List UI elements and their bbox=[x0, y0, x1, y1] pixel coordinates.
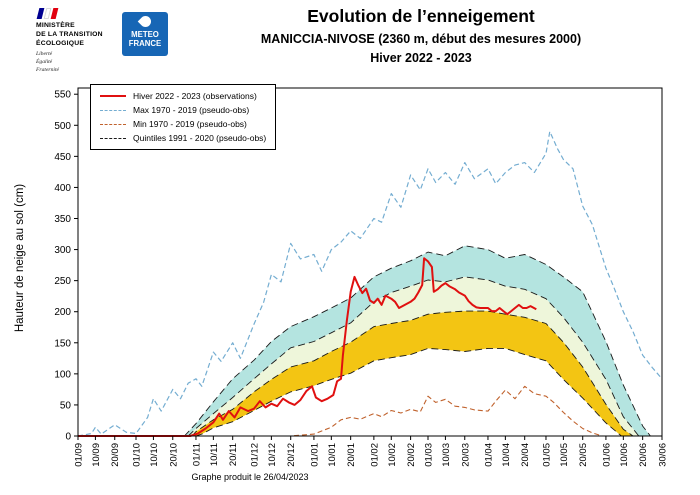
x-tick-label: 10/01 bbox=[327, 443, 338, 467]
y-tick-label: 400 bbox=[54, 183, 71, 194]
ministry-name-line-3: ÉCOLOGIQUE bbox=[36, 39, 85, 47]
x-tick-label: 01/01 bbox=[309, 443, 320, 467]
x-tick-label: 10/10 bbox=[149, 443, 160, 467]
x-tick-label: 10/11 bbox=[209, 443, 220, 466]
ministry-name: MINISTÈRE DE LA TRANSITION ÉCOLOGIQUE bbox=[36, 22, 126, 48]
x-tick-label: 01/11 bbox=[191, 443, 202, 466]
footer-caption: Graphe produit le 26/04/2023 bbox=[191, 472, 309, 482]
series-max bbox=[77, 130, 663, 437]
french-flag-icon bbox=[36, 8, 126, 19]
legend-line-sample bbox=[100, 123, 126, 125]
legend-item: Min 1970 - 2019 (pseudo-obs) bbox=[100, 119, 266, 129]
x-tick-label: 20/04 bbox=[520, 443, 531, 467]
legend-label: Hiver 2022 - 2023 (observations) bbox=[133, 91, 257, 101]
series-q80 bbox=[184, 245, 662, 437]
y-tick-label: 450 bbox=[54, 152, 71, 163]
y-tick-label: 550 bbox=[54, 90, 71, 101]
legend-line-sample bbox=[100, 109, 126, 111]
x-tick-label: 01/09 bbox=[74, 443, 85, 467]
x-tick-label: 10/04 bbox=[501, 443, 512, 467]
motto-fraternite: Fraternité bbox=[36, 66, 59, 73]
legend-label: Quintiles 1991 - 2020 (pseudo-obs) bbox=[133, 133, 267, 143]
x-tick-label: 01/05 bbox=[541, 443, 552, 467]
x-tick-label: 01/12 bbox=[249, 443, 260, 467]
series-min bbox=[78, 385, 662, 437]
snow-depth-chart: 0 50 100 150 200 250 300 350 400 450 500 550 01/09 10… bbox=[54, 87, 669, 467]
legend-label: Max 1970 - 2019 (pseudo-obs) bbox=[133, 105, 250, 115]
plot-border bbox=[77, 87, 663, 437]
x-tick-label: 01/06 bbox=[601, 443, 612, 467]
x-tick-label: 01/10 bbox=[132, 443, 143, 467]
x-tick-label: 10/02 bbox=[387, 443, 398, 467]
legend-label: Min 1970 - 2019 (pseudo-obs) bbox=[133, 119, 247, 129]
y-tick-label: 200 bbox=[54, 307, 71, 318]
x-tick-label: 20/01 bbox=[346, 443, 357, 467]
x-tick-label: 20/11 bbox=[228, 443, 239, 466]
y-tick-label: 300 bbox=[54, 245, 71, 256]
x-tick-label: 20/06 bbox=[638, 443, 649, 467]
y-tick-label: 100 bbox=[54, 369, 71, 380]
title-block: Evolution de l’enneigement MANICCIA-NIVO… bbox=[150, 6, 692, 65]
legend-line-sample bbox=[100, 137, 126, 139]
x-tick-label: 30/06 bbox=[658, 443, 669, 467]
y-tick-label: 50 bbox=[60, 400, 72, 411]
page-title: Evolution de l’enneigement bbox=[307, 6, 535, 26]
x-tick-label: 20/02 bbox=[406, 443, 417, 467]
legend-item: Hiver 2022 - 2023 (observations) bbox=[100, 91, 266, 101]
ministry-name-line-2: DE LA TRANSITION bbox=[36, 30, 103, 38]
x-tick-label: 01/03 bbox=[424, 443, 435, 467]
legend-line-sample bbox=[100, 95, 126, 97]
series-q20 bbox=[195, 347, 662, 437]
quintile-band-q20-q40 bbox=[192, 311, 662, 436]
station-subtitle: MANICCIA-NIVOSE (2360 m, début des mesur… bbox=[260, 32, 582, 46]
x-tick-label: 20/09 bbox=[110, 443, 121, 467]
y-tick-label: 250 bbox=[54, 276, 71, 287]
quintile-band-q60-q80 bbox=[184, 245, 662, 436]
y-tick-label: 0 bbox=[65, 432, 71, 443]
x-tick-label: 10/12 bbox=[267, 443, 278, 467]
series-q60 bbox=[187, 276, 662, 437]
y-tick-label: 150 bbox=[54, 338, 71, 349]
chart-legend: Hiver 2022 - 2023 (observations) Max 1970… bbox=[90, 84, 277, 150]
republic-motto: Liberté Égalité Fraternité bbox=[36, 51, 126, 74]
x-tick-label: 20/12 bbox=[286, 443, 297, 467]
meteo-france-label-2: FRANCE bbox=[128, 39, 162, 49]
x-tick-label: 01/02 bbox=[369, 443, 380, 467]
quintile-band-q40-q60 bbox=[188, 276, 662, 436]
motto-egalite: Égalité bbox=[36, 59, 53, 66]
y-tick-label: 500 bbox=[54, 121, 71, 132]
meteo-france-logo: METEO FRANCE bbox=[122, 12, 168, 56]
series-obs bbox=[78, 257, 537, 437]
x-tick-label: 10/09 bbox=[91, 443, 102, 467]
ministry-logo: MINISTÈRE DE LA TRANSITION ÉCOLOGIQUE Li… bbox=[36, 8, 126, 74]
x-tick-label: 10/06 bbox=[619, 443, 630, 467]
ministry-name-line-1: MINISTÈRE bbox=[36, 22, 75, 29]
series-q40 bbox=[191, 310, 662, 437]
y-tick-label: 350 bbox=[54, 214, 71, 225]
x-tick-label: 20/05 bbox=[578, 443, 589, 467]
flag-red-stripe bbox=[50, 8, 59, 19]
x-tick-label: 10/05 bbox=[559, 443, 570, 467]
meteo-france-label-1: METEO bbox=[131, 30, 159, 39]
x-tick-label: 20/10 bbox=[168, 443, 179, 467]
legend-item: Max 1970 - 2019 (pseudo-obs) bbox=[100, 105, 266, 115]
motto-liberte: Liberté bbox=[36, 51, 53, 58]
x-tick-label: 01/04 bbox=[483, 443, 494, 467]
x-tick-label: 20/03 bbox=[460, 443, 471, 467]
x-tick-label: 10/03 bbox=[441, 443, 452, 467]
legend-item: Quintiles 1991 - 2020 (pseudo-obs) bbox=[100, 133, 266, 143]
season-subtitle: Hiver 2022 - 2023 bbox=[370, 51, 472, 65]
